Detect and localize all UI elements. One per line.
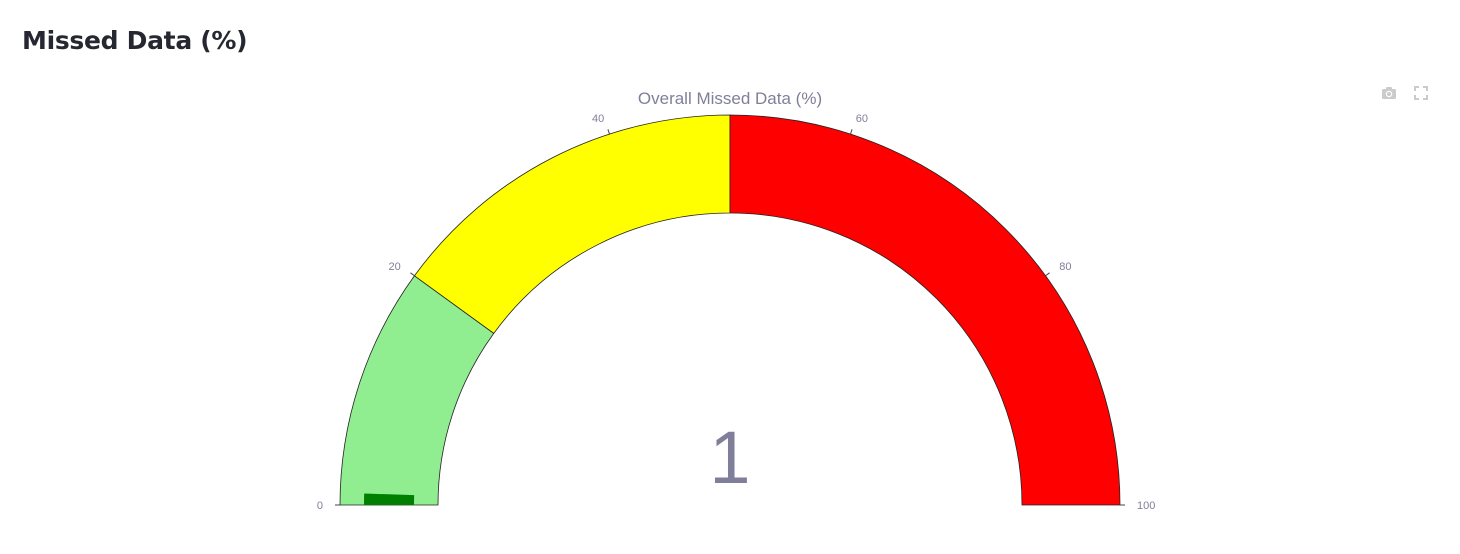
gauge-tick-label: 100 <box>1137 500 1155 512</box>
gauge-tick-mark <box>410 272 415 277</box>
gauge-tick-label: 0 <box>317 500 323 512</box>
gauge-ticks: 0 20 40 60 80 100 <box>317 113 1155 512</box>
chart-modebar <box>1380 84 1430 102</box>
section-title: Missed Data (%) <box>22 26 248 55</box>
gauge-value: 1 <box>709 416 750 499</box>
gauge-value-bar <box>364 493 415 505</box>
gauge-tick-mark <box>607 129 610 135</box>
gauge-bar-layer <box>364 493 415 505</box>
gauge-tick-label: 60 <box>856 113 868 125</box>
gauge-tick-label: 40 <box>592 113 604 125</box>
gauge-tick-label: 80 <box>1059 261 1071 273</box>
camera-icon[interactable] <box>1380 84 1398 102</box>
chart-title: Overall Missed Data (%) <box>638 89 822 108</box>
gauge-step-1 <box>413 114 731 334</box>
gauge-svg: Overall Missed Data (%) 0 20 40 60 80 100 1 <box>317 89 1155 512</box>
gauge-tick-mark <box>850 129 853 135</box>
gauge-tick-label: 20 <box>388 261 400 273</box>
gauge-step-2 <box>729 114 1121 506</box>
gauge-steps <box>339 114 1121 506</box>
gauge-chart: Overall Missed Data (%) 0 20 40 60 80 100 1 <box>0 70 1460 554</box>
fullscreen-icon[interactable] <box>1412 84 1430 102</box>
gauge-tick-mark <box>1045 272 1050 277</box>
